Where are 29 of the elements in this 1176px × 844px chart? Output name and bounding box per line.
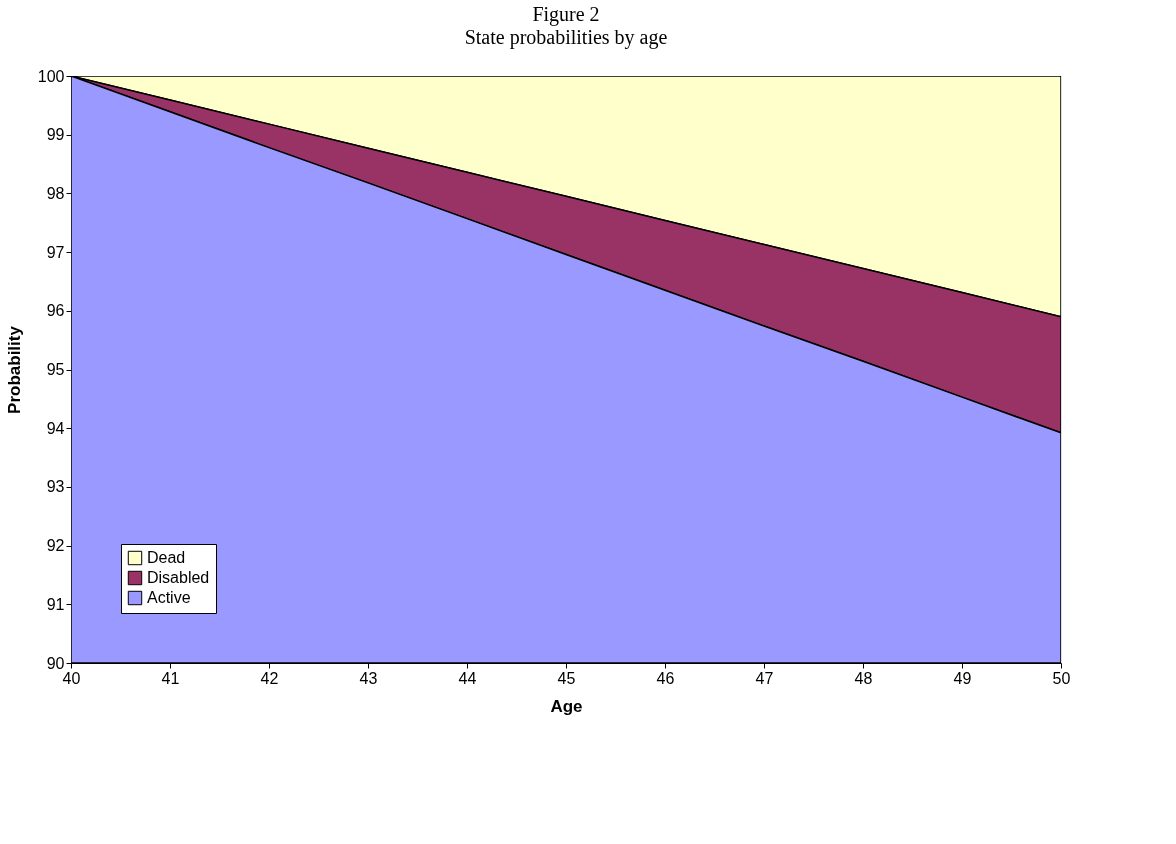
y-tick-label: 96 (46, 302, 65, 320)
x-tick-label: 44 (458, 669, 477, 687)
x-axis-title: Age (550, 696, 583, 716)
y-tick-label: 99 (46, 126, 65, 144)
x-tick-label: 42 (260, 669, 279, 687)
chart-title: Figure 2 (532, 3, 600, 26)
chart-subtitle: State probabilities by age (464, 26, 668, 49)
y-tick-label: 95 (46, 361, 65, 378)
y-tick-label: 97 (46, 243, 65, 261)
legend-label: Dead (147, 549, 186, 566)
y-tick-label: 91 (46, 595, 65, 613)
y-tick-label: 100 (37, 67, 65, 85)
y-tick-label: 93 (46, 478, 65, 496)
legend-label: Disabled (147, 569, 210, 586)
x-tick-label: 50 (1052, 669, 1071, 687)
y-tick-label: 94 (46, 419, 65, 437)
x-tick-label: 48 (854, 669, 873, 687)
x-tick-label: 41 (161, 669, 180, 687)
y-tick-label: 98 (46, 184, 65, 202)
y-axis-title: Probability (4, 325, 24, 414)
x-tick-label: 46 (656, 669, 675, 687)
x-tick-label: 40 (62, 669, 81, 687)
y-tick-label: 90 (46, 654, 65, 672)
x-tick-label: 45 (557, 669, 576, 687)
y-tick-label: 92 (46, 537, 65, 555)
x-tick-label: 43 (359, 669, 378, 687)
x-tick-label: 47 (755, 669, 774, 687)
legend-label: Active (147, 589, 191, 606)
x-tick-label: 49 (953, 669, 972, 687)
